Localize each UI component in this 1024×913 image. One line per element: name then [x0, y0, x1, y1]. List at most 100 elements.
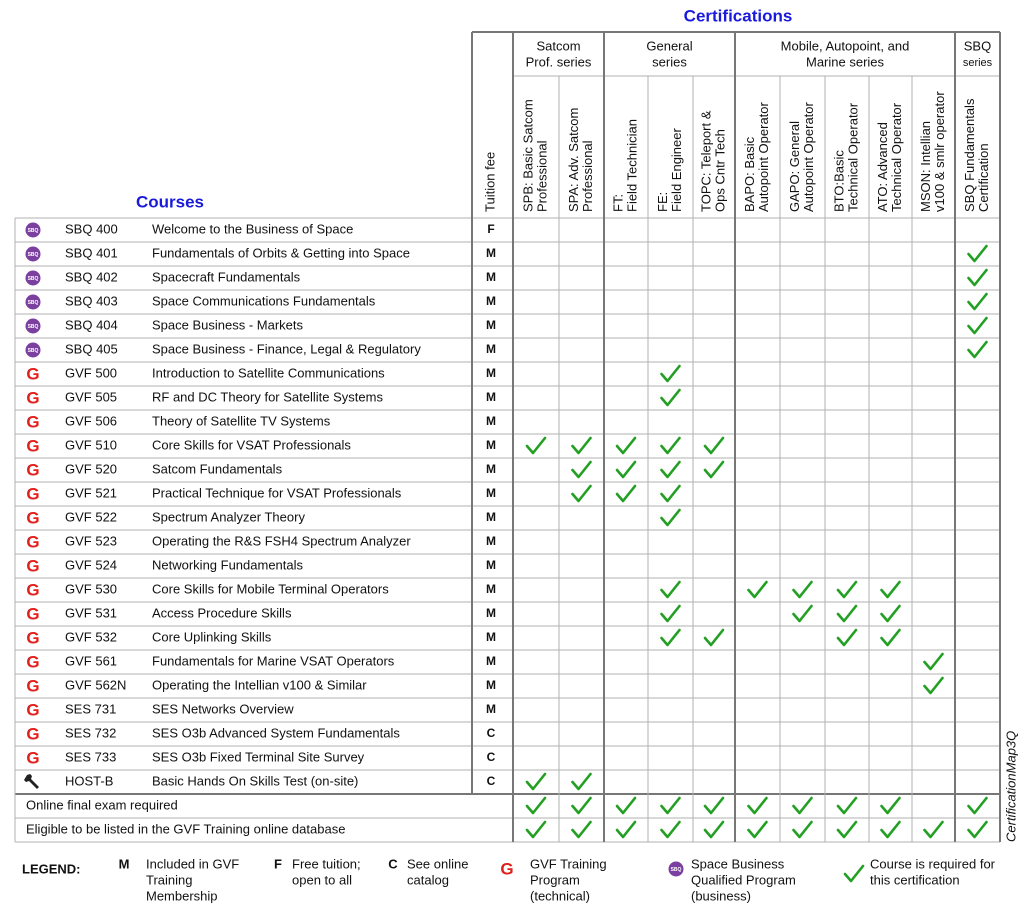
title: Certifications	[684, 6, 793, 25]
check-mark	[967, 316, 988, 335]
column-header: Professional	[580, 140, 595, 212]
column-header: Professional	[534, 140, 549, 212]
column-header: Technical Operator	[889, 102, 904, 212]
check-mark	[703, 436, 725, 455]
check-mark	[747, 820, 768, 839]
check-mark	[836, 820, 858, 839]
sbq-icon	[25, 342, 41, 358]
sbq-icon-text: SBQ	[28, 276, 39, 282]
course-name: Introduction to Satellite Communications	[152, 365, 385, 380]
gvf-icon: G	[500, 859, 513, 878]
course-name: Operating the Intellian v100 & Similar	[152, 677, 367, 692]
check-mark	[923, 652, 944, 671]
column-header: Certification	[976, 143, 991, 212]
gvf-icon: G	[26, 508, 39, 527]
group-label: series	[652, 54, 687, 69]
legend-title: LEGEND:	[22, 861, 81, 876]
column-header: BTO:Basic	[831, 150, 846, 212]
gvf-icon: G	[26, 748, 39, 767]
course-name: Operating the R&S FSH4 Spectrum Analyzer	[152, 533, 411, 548]
check-mark	[615, 436, 637, 455]
tuition-fee: C	[487, 726, 496, 740]
tuition-fee: M	[486, 366, 496, 380]
tuition-fee: M	[486, 414, 496, 428]
column-header: FT:	[610, 194, 625, 212]
legend-key: C	[388, 856, 398, 871]
course-name: Fundamentals of Orbits & Getting into Sp…	[152, 245, 410, 260]
course-name: SES O3b Advanced System Fundamentals	[152, 725, 400, 740]
tuition-fee: M	[486, 678, 496, 692]
legend-key: M	[119, 856, 130, 871]
gvf-icon: G	[26, 388, 39, 407]
legend-key: F	[274, 856, 282, 871]
gvf-icon: G	[26, 412, 39, 431]
column-header: ATO: Advanced	[875, 122, 890, 212]
course-name: Space Business - Finance, Legal & Regula…	[152, 341, 421, 356]
check-mark	[703, 460, 725, 479]
course-code: SES 732	[65, 725, 116, 740]
course-code: SBQ 402	[65, 269, 118, 284]
gvf-icon: G	[26, 700, 39, 719]
column-header: Field Technician	[624, 119, 639, 212]
check-mark	[660, 388, 681, 407]
legend-text: (business)	[691, 888, 751, 903]
group-label: Prof. series	[526, 54, 592, 69]
gvf-icon: G	[26, 364, 39, 383]
tuition-fee: M	[486, 462, 496, 476]
course-name: RF and DC Theory for Satellite Systems	[152, 389, 383, 404]
column-header: Autopoint Operator	[756, 101, 771, 212]
check-mark	[967, 820, 988, 839]
gvf-icon: G	[26, 460, 39, 479]
course-name: Space Communications Fundamentals	[152, 293, 376, 308]
tuition-fee: M	[486, 702, 496, 716]
legend-text: catalog	[407, 872, 449, 887]
course-name: Core Uplinking Skills	[152, 629, 272, 644]
sbq-icon	[25, 318, 41, 334]
course-code: GVF 524	[65, 557, 117, 572]
tuition-fee: M	[486, 582, 496, 596]
course-code: GVF 530	[65, 581, 117, 596]
column-header: SPB: Basic Satcom	[520, 99, 535, 212]
tuition-fee: M	[486, 294, 496, 308]
check-mark	[660, 604, 681, 623]
course-name: Spectrum Analyzer Theory	[152, 509, 305, 524]
column-header: BAPO: Basic	[742, 136, 757, 212]
gvf-icon: G	[26, 532, 39, 551]
course-code: GVF 532	[65, 629, 117, 644]
course-name: Core Skills for Mobile Terminal Operator…	[152, 581, 389, 596]
course-name: Core Skills for VSAT Professionals	[152, 437, 351, 452]
column-header: GAPO: General	[787, 121, 802, 212]
tuition-fee: C	[487, 774, 496, 788]
check-mark	[571, 436, 592, 455]
tuition-fee: M	[486, 654, 496, 668]
check-mark	[967, 268, 988, 287]
course-code: HOST-B	[65, 773, 113, 788]
tuition-fee: M	[486, 558, 496, 572]
check-mark	[660, 580, 681, 599]
group-label: Mobile, Autopoint, and	[781, 38, 910, 53]
column-header: TOPC: Teleport &	[698, 110, 713, 212]
tuition-fee: M	[486, 438, 496, 452]
check-mark	[571, 460, 592, 479]
tuition-fee: M	[486, 390, 496, 404]
footer-label: Online final exam required	[26, 797, 178, 812]
group-label: SBQ	[964, 38, 991, 53]
check-mark	[615, 484, 637, 503]
gvf-icon: G	[26, 604, 39, 623]
course-code: SBQ 400	[65, 221, 118, 236]
group-label: Satcom	[536, 38, 580, 53]
check-mark	[571, 796, 592, 815]
check-mark	[967, 796, 988, 815]
course-name: Fundamentals for Marine VSAT Operators	[152, 653, 395, 668]
course-code: SBQ 405	[65, 341, 118, 356]
check-mark	[571, 772, 592, 791]
legend-text: Included in GVF	[146, 856, 239, 871]
gvf-icon: G	[26, 724, 39, 743]
course-code: GVF 500	[65, 365, 117, 380]
course-code: GVF 531	[65, 605, 117, 620]
sbq-icon	[25, 222, 41, 238]
course-code: GVF 523	[65, 533, 117, 548]
group-label: series	[963, 57, 993, 69]
course-code: SES 733	[65, 749, 116, 764]
